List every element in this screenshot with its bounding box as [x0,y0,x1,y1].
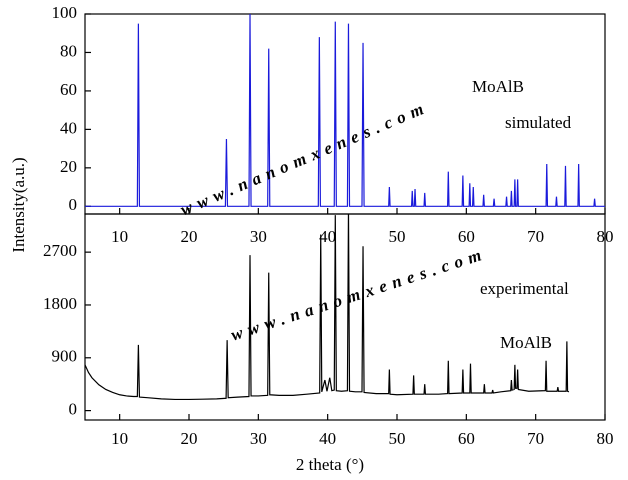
x-tick-label: 40 [319,429,336,448]
y-axis-label: Intensity(a.u.) [9,157,28,252]
x-tick-label: 10 [111,227,128,246]
watermark: www.nanomxenes.com [229,244,490,345]
y-tick-label: 40 [60,118,77,137]
spectrum-line [85,14,605,207]
y-tick-label: 20 [60,157,77,176]
annotation: MoAlB [472,77,524,96]
annotation: MoAlB [500,333,552,352]
plot-clip [85,214,570,401]
annotation: simulated [505,113,572,132]
watermark: www.nanomxenes.com [178,97,432,219]
panel-frame [84,213,606,421]
y-tick-label: 0 [69,400,78,419]
x-tick-label: 60 [458,227,475,246]
x-tick-label: 20 [181,227,198,246]
annotation: experimental [480,279,569,298]
y-tick-label: 0 [69,195,78,214]
x-tick-label: 80 [597,429,614,448]
y-tick-label: 900 [52,347,78,366]
x-tick-label: 50 [389,429,406,448]
x-tick-label: 10 [111,429,128,448]
x-tick-label: 60 [458,429,475,448]
x-axis-label: 2 theta (°) [296,455,364,474]
x-tick-label: 70 [527,227,544,246]
x-tick-label: 50 [389,227,406,246]
y-tick-label: 2700 [43,241,77,260]
y-tick-label: 100 [52,3,78,22]
plot-clip [85,14,605,207]
y-tick-label: 1800 [43,294,77,313]
spectrum-line [85,214,570,401]
x-tick-label: 30 [250,227,267,246]
y-tick-label: 60 [60,80,77,99]
y-tick-label: 80 [60,41,77,60]
x-tick-label: 30 [250,429,267,448]
x-tick-label: 40 [319,227,336,246]
x-tick-label: 20 [181,429,198,448]
x-tick-label: 70 [527,429,544,448]
